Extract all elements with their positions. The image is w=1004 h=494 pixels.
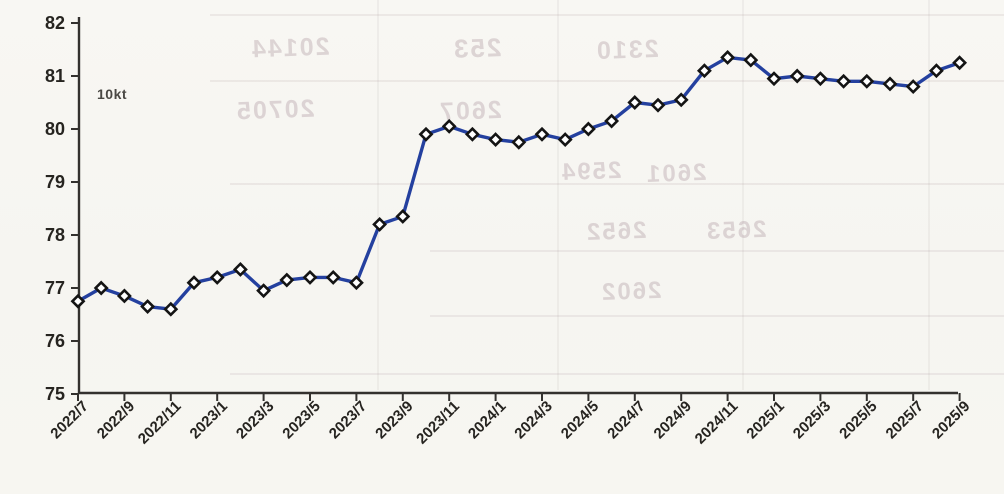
data-point-marker (766, 71, 782, 87)
x-axis-label: 2024/3 (511, 398, 555, 442)
data-point-marker (882, 76, 898, 92)
axis-lines (77, 17, 958, 395)
data-point-marker (557, 132, 573, 148)
data-point-marker (395, 209, 411, 224)
data-point-marker (673, 92, 689, 108)
data-point-marker (720, 50, 736, 65)
y-axis-label: 81 (45, 66, 65, 86)
data-point-marker (325, 269, 341, 285)
y-axis-label: 77 (45, 278, 65, 298)
data-point-marker (418, 126, 434, 142)
data-point-marker (441, 118, 457, 134)
data-point-marker (348, 275, 364, 291)
data-point-marker (186, 275, 202, 291)
data-point-marker (952, 55, 968, 71)
data-point-marker (789, 68, 805, 84)
data-point-marker (256, 283, 272, 299)
data-point-marker (836, 73, 852, 89)
x-axis-label: 2022/11 (135, 398, 185, 448)
x-axis-label: 2023/7 (326, 398, 370, 442)
data-point-marker (163, 301, 179, 317)
x-axis-label: 2023/9 (372, 398, 416, 442)
y-axis-label: 78 (45, 225, 65, 245)
unit-label: 10kt (97, 86, 128, 102)
data-point-marker (812, 71, 828, 87)
data-point-marker (279, 272, 295, 288)
x-axis-label: 2025/7 (883, 398, 927, 442)
x-axis-label: 2023/3 (233, 398, 277, 442)
x-axis-label: 2023/5 (279, 398, 323, 442)
data-point-marker (650, 97, 666, 113)
x-axis-label: 2022/9 (94, 398, 138, 442)
data-point-marker (580, 121, 596, 137)
data-point-marker (140, 299, 156, 314)
x-axis-label: 2025/3 (790, 398, 834, 442)
data-point-marker (464, 126, 480, 142)
x-axis-label: 2025/1 (743, 398, 787, 442)
data-point-marker (928, 63, 944, 79)
x-axis-label: 2023/11 (413, 398, 463, 448)
x-axis-label: 2025/5 (836, 398, 880, 442)
x-axis-label: 2024/1 (465, 398, 509, 442)
data-point-marker (372, 216, 388, 232)
y-axis-label: 76 (45, 331, 65, 351)
data-point-marker (534, 126, 550, 142)
y-axis-label: 80 (45, 119, 65, 139)
data-point-marker (743, 52, 759, 68)
data-point-marker (232, 262, 248, 277)
data-point-marker (859, 73, 875, 89)
x-axis-label: 2025/9 (929, 398, 973, 442)
x-axis-label: 2023/1 (187, 398, 231, 442)
data-point-marker (488, 132, 504, 148)
data-point-marker (511, 134, 527, 150)
y-axis-label: 75 (45, 384, 65, 404)
data-point-marker (604, 113, 620, 129)
data-point-marker (70, 293, 86, 309)
data-point-marker (209, 269, 225, 285)
y-axis-label: 79 (45, 172, 65, 192)
x-axis-label: 2022/7 (47, 398, 91, 442)
data-point-marker (696, 63, 712, 79)
data-point-marker (905, 79, 921, 95)
y-axis-label: 82 (45, 13, 65, 33)
data-point-marker (116, 288, 132, 304)
data-point-marker (93, 280, 109, 296)
x-axis-label: 2024/11 (692, 398, 742, 448)
x-axis-label: 2024/9 (651, 398, 695, 442)
x-axis-label: 2024/7 (604, 398, 648, 442)
data-point-marker (302, 269, 318, 285)
trend-line (76, 55, 962, 311)
data-point-marker (627, 95, 643, 110)
x-axis-label: 2024/5 (558, 398, 602, 442)
